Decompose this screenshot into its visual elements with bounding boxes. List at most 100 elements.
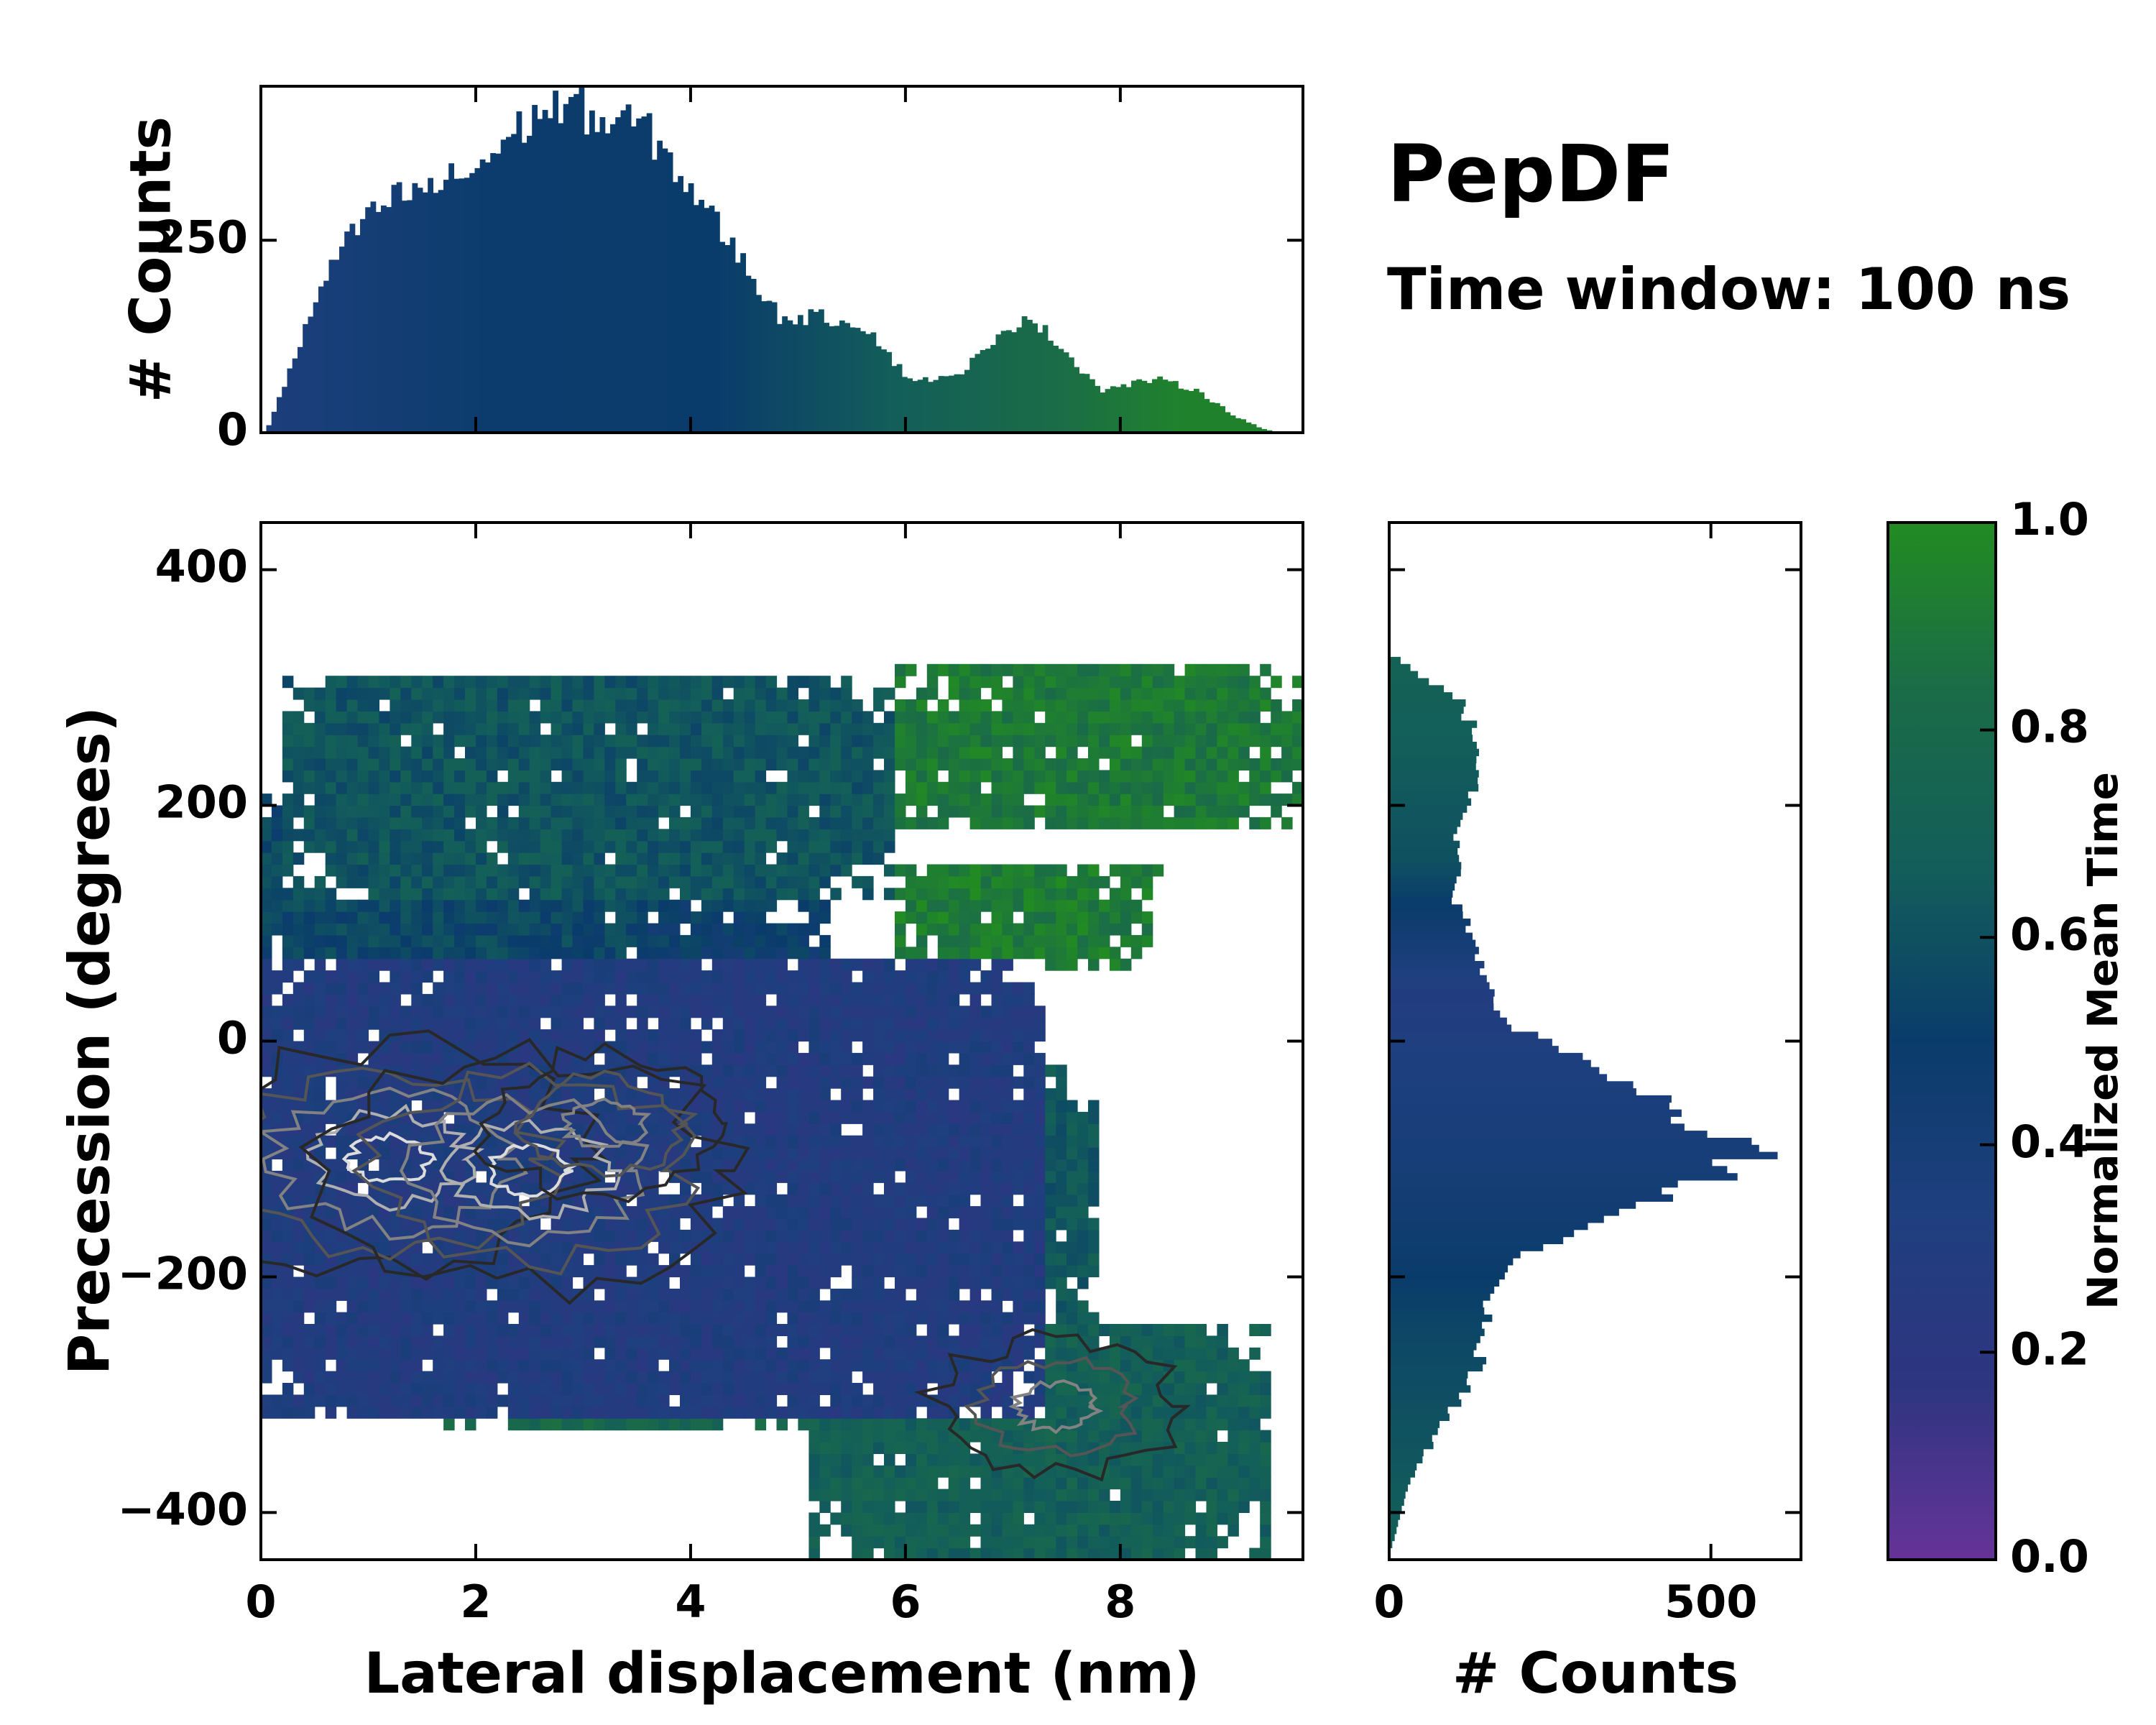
heatmap-cell <box>884 958 895 971</box>
heatmap-cell <box>991 1547 1003 1560</box>
heatmap-cell <box>884 1324 895 1336</box>
heatmap-cell <box>292 829 305 842</box>
heatmap-cell <box>1034 758 1046 770</box>
heatmap-cell <box>658 852 670 865</box>
heatmap-cell <box>744 1359 756 1372</box>
heatmap-cell <box>357 899 369 912</box>
heatmap-cell <box>852 1052 863 1065</box>
heatmap-cell <box>1013 805 1024 818</box>
heatmap-cell <box>980 1229 992 1242</box>
heatmap-cell <box>808 1453 820 1466</box>
heatmap-cell <box>379 1324 390 1336</box>
heatmap-cell <box>680 1418 691 1431</box>
heatmap-cell <box>390 794 401 806</box>
heatmap-cell <box>648 687 659 700</box>
heatmap-cell <box>486 770 498 783</box>
heatmap-cell <box>550 982 563 995</box>
heatmap-cell <box>980 1265 992 1278</box>
heatmap-cell <box>1077 1489 1089 1501</box>
heatmap-cell <box>1067 1524 1078 1537</box>
heatmap-cell <box>776 1147 788 1160</box>
heatmap-cell <box>808 1394 820 1407</box>
heatmap-cell <box>368 1288 379 1301</box>
heatmap-cell <box>991 1182 1003 1195</box>
heatmap-cell <box>594 993 605 1006</box>
heatmap-cell <box>701 805 713 818</box>
heatmap-cell <box>561 794 573 806</box>
heatmap-cell <box>1034 1477 1046 1490</box>
heatmap-cell <box>937 1418 949 1431</box>
heatmap-cell <box>594 829 605 842</box>
heatmap-cell <box>443 1312 455 1325</box>
heatmap-cell <box>852 1206 863 1219</box>
heatmap-cell <box>314 1253 326 1266</box>
heatmap-cell <box>895 1312 906 1325</box>
heatmap-cell <box>271 923 283 936</box>
heatmap-cell <box>1002 781 1013 794</box>
heatmap-cell <box>400 1182 412 1195</box>
heatmap-cell <box>583 1276 594 1289</box>
heatmap-cell <box>916 687 928 700</box>
heatmap-cell <box>701 1265 713 1278</box>
heatmap-cell <box>486 1300 498 1313</box>
heatmap-cell <box>325 1111 337 1124</box>
heatmap-cell <box>336 923 348 936</box>
heatmap-cell <box>948 1394 960 1407</box>
heatmap-cell <box>1056 1088 1067 1101</box>
heatmap-cell <box>1056 1241 1067 1254</box>
top-histogram-bar <box>1000 331 1007 433</box>
heatmap-cell <box>411 1041 423 1054</box>
heatmap-cell <box>798 1159 809 1172</box>
heatmap-cell <box>798 1265 809 1278</box>
heatmap-cell <box>1013 1182 1024 1195</box>
heatmap-cell <box>507 676 520 689</box>
heatmap-cell <box>433 794 444 806</box>
heatmap-cell <box>852 1229 863 1242</box>
heatmap-cell <box>1034 1206 1046 1219</box>
heatmap-cell <box>336 1159 348 1172</box>
heatmap-cell <box>583 1418 594 1431</box>
heatmap-cell <box>594 687 605 700</box>
heatmap-cell <box>379 899 390 912</box>
heatmap-cell <box>669 1147 681 1160</box>
heatmap-cell <box>637 1383 648 1395</box>
heatmap-cell <box>722 1182 734 1195</box>
heatmap-cell <box>744 993 756 1006</box>
heatmap-cell <box>852 1312 863 1325</box>
heatmap-cell <box>1077 899 1089 912</box>
heatmap-cell <box>443 875 455 888</box>
heatmap-cell <box>572 993 584 1006</box>
heatmap-cell <box>443 1276 455 1289</box>
heatmap-cell <box>819 770 831 783</box>
heatmap-cell <box>615 840 627 853</box>
heatmap-cell <box>1077 758 1089 770</box>
heatmap-cell <box>486 958 498 971</box>
heatmap-cell <box>486 676 498 689</box>
heatmap-cell <box>1002 805 1013 818</box>
heatmap-cell <box>497 1371 509 1384</box>
heatmap-cell <box>722 770 734 783</box>
top-histogram-bar <box>402 201 407 433</box>
heatmap-cell <box>808 1170 820 1183</box>
heatmap-cell <box>937 1465 949 1478</box>
heatmap-cell <box>776 864 788 877</box>
heatmap-cell <box>937 758 949 770</box>
heatmap-cell <box>980 1159 992 1172</box>
heatmap-cell <box>637 829 648 842</box>
heatmap-cell <box>895 1512 906 1525</box>
heatmap-cell <box>916 1229 928 1242</box>
heatmap-cell <box>776 1383 788 1395</box>
heatmap-cell <box>422 699 433 712</box>
heatmap-cell <box>1056 1312 1067 1325</box>
heatmap-cell <box>787 1052 798 1065</box>
heatmap-cell <box>529 875 541 888</box>
heatmap-cell <box>722 758 734 770</box>
heatmap-cell <box>873 1064 885 1077</box>
heatmap-cell <box>991 1276 1003 1289</box>
top-histogram-bar <box>516 111 522 433</box>
heatmap-cell <box>916 982 928 995</box>
heatmap-cell <box>518 911 530 924</box>
heatmap-cell <box>325 1229 337 1242</box>
heatmap-cell <box>884 1029 895 1042</box>
heatmap-cell <box>722 722 734 735</box>
